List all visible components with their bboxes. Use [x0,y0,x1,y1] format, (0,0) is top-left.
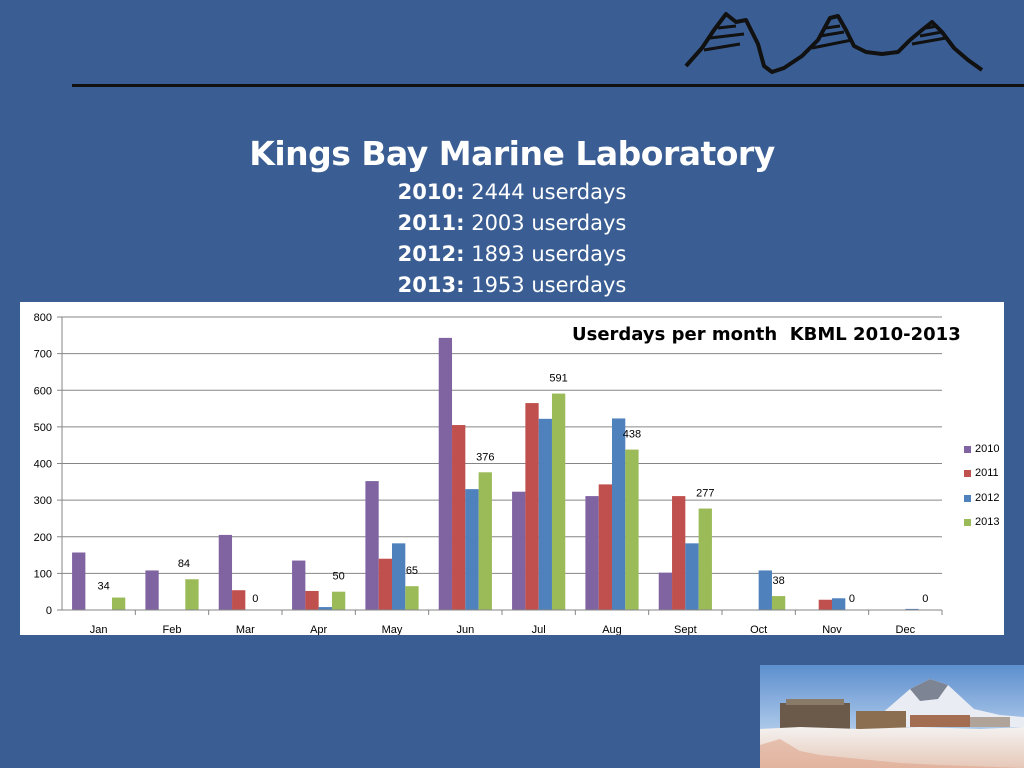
bar-2010-mar [218,534,233,610]
summary-year: 2010: [397,180,465,204]
chart-title: Userdays per month KBML 2010-2013 [572,324,961,345]
bar-2010-may [365,481,379,610]
y-tick-label: 300 [34,495,52,507]
bar-2011-may [378,558,392,610]
bar-2010-jun [438,337,453,610]
x-tick-label: Jul [532,624,546,635]
legend-swatch-2012 [964,494,971,502]
bar-2012-aug [612,418,626,610]
data-label: 376 [476,451,494,463]
summary-line-2013: 2013: 1953 userdays [0,273,1024,297]
bar-2013-oct [771,596,786,610]
bar-2010-jan [72,552,86,610]
data-label: 34 [97,581,109,593]
x-tick-label: May [382,624,403,635]
data-label: 591 [549,373,567,385]
legend-item-2010: 2010 [964,443,999,455]
legend-swatch-2013 [964,518,971,526]
mountain-peaks-logo-icon [684,12,984,74]
legend-label: 2011 [975,467,999,479]
bar-2013-may [405,586,419,610]
legend-item-2011: 2011 [964,467,999,479]
bar-2013-jan [111,597,126,610]
y-tick-label: 800 [34,312,52,324]
x-tick-label: Oct [750,624,767,635]
summary-year: 2012: [397,242,465,266]
bar-2013-aug [625,449,639,610]
bar-2011-mar [232,590,246,610]
x-tick-label: Aug [602,624,622,635]
y-tick-label: 500 [34,422,52,434]
y-tick-label: 700 [34,349,52,361]
data-label: 38 [772,575,784,587]
bar-2010-aug [585,496,599,610]
legend-item-2012: 2012 [964,492,999,504]
research-station-photo [760,665,1024,768]
chart-panel: 0 100 200 300 400 500 600 700 800 Jan Feb Mar Apr May… [20,302,1004,635]
bar-2012-jun [465,489,479,610]
bar-2012-may [392,543,406,610]
legend-label: 2013 [975,516,1000,528]
summary-line-2012: 2012: 1893 userdays [0,242,1024,266]
y-tick-label: 0 [46,605,52,617]
bar-2011-nov [818,599,832,610]
bar-2010-jul [512,491,526,610]
header-rule [72,84,1024,87]
bar-2011-apr [305,590,319,610]
data-label: 0 [849,593,855,605]
bar-2012-apr [318,607,332,610]
summary-userdays: 1953 userdays [464,273,627,297]
bar-2011-sept [672,496,686,610]
summary-year: 2011: [397,211,465,235]
summary-year: 2013: [397,273,465,297]
bar-2013-jul [551,393,566,610]
data-label: 438 [623,429,641,441]
y-tick-label: 400 [34,459,52,471]
data-label: 0 [922,593,928,605]
legend-label: 2012 [975,492,1000,504]
y-tick-label: 100 [34,568,52,580]
x-tick-label: Feb [163,624,182,635]
legend-swatch-2010 [964,445,971,453]
bar-2013-feb [185,579,199,610]
x-tick-label: Jun [456,624,474,635]
bar-2011-aug [598,484,612,610]
summary-line-2010: 2010: 2444 userdays [0,180,1024,204]
x-tick-label: Apr [310,624,327,635]
data-label: 50 [332,571,344,583]
bar-2013-jun [478,472,492,610]
y-tick-label: 600 [34,385,52,397]
summary-userdays: 2444 userdays [464,180,627,204]
bar-2010-sept [658,572,673,610]
x-tick-label: Mar [236,624,255,635]
legend-swatch-2011 [964,469,971,477]
data-label: 84 [178,558,190,570]
bar-2011-jun [452,425,466,610]
bar-2011-jul [525,403,539,610]
bar-2013-apr [331,591,346,610]
slide-title: Kings Bay Marine Laboratory [249,134,775,173]
bar-2012-sept [685,543,699,610]
bar-2012-dec [905,608,919,610]
summary-line-2011: 2011: 2003 userdays [0,211,1024,235]
summary-userdays: 1893 userdays [464,242,627,266]
legend-item-2013: 2013 [964,516,999,528]
summary-userdays: 2003 userdays [464,211,627,235]
data-label: 277 [696,488,714,500]
bar-2012-jul [538,418,552,610]
bar-2013-sept [698,508,712,610]
data-label: 65 [406,565,418,577]
bar-2010-feb [145,570,159,610]
x-tick-label: Dec [896,624,916,635]
x-tick-label: Jan [90,624,108,635]
x-tick-label: Nov [822,624,842,635]
bar-2012-oct [758,570,772,610]
bar-2010-apr [292,560,306,610]
x-tick-label: Sept [674,624,697,635]
bar-2012-nov [832,598,846,610]
data-label: 0 [252,593,258,605]
legend-label: 2010 [975,443,1000,455]
y-tick-label: 200 [34,532,52,544]
